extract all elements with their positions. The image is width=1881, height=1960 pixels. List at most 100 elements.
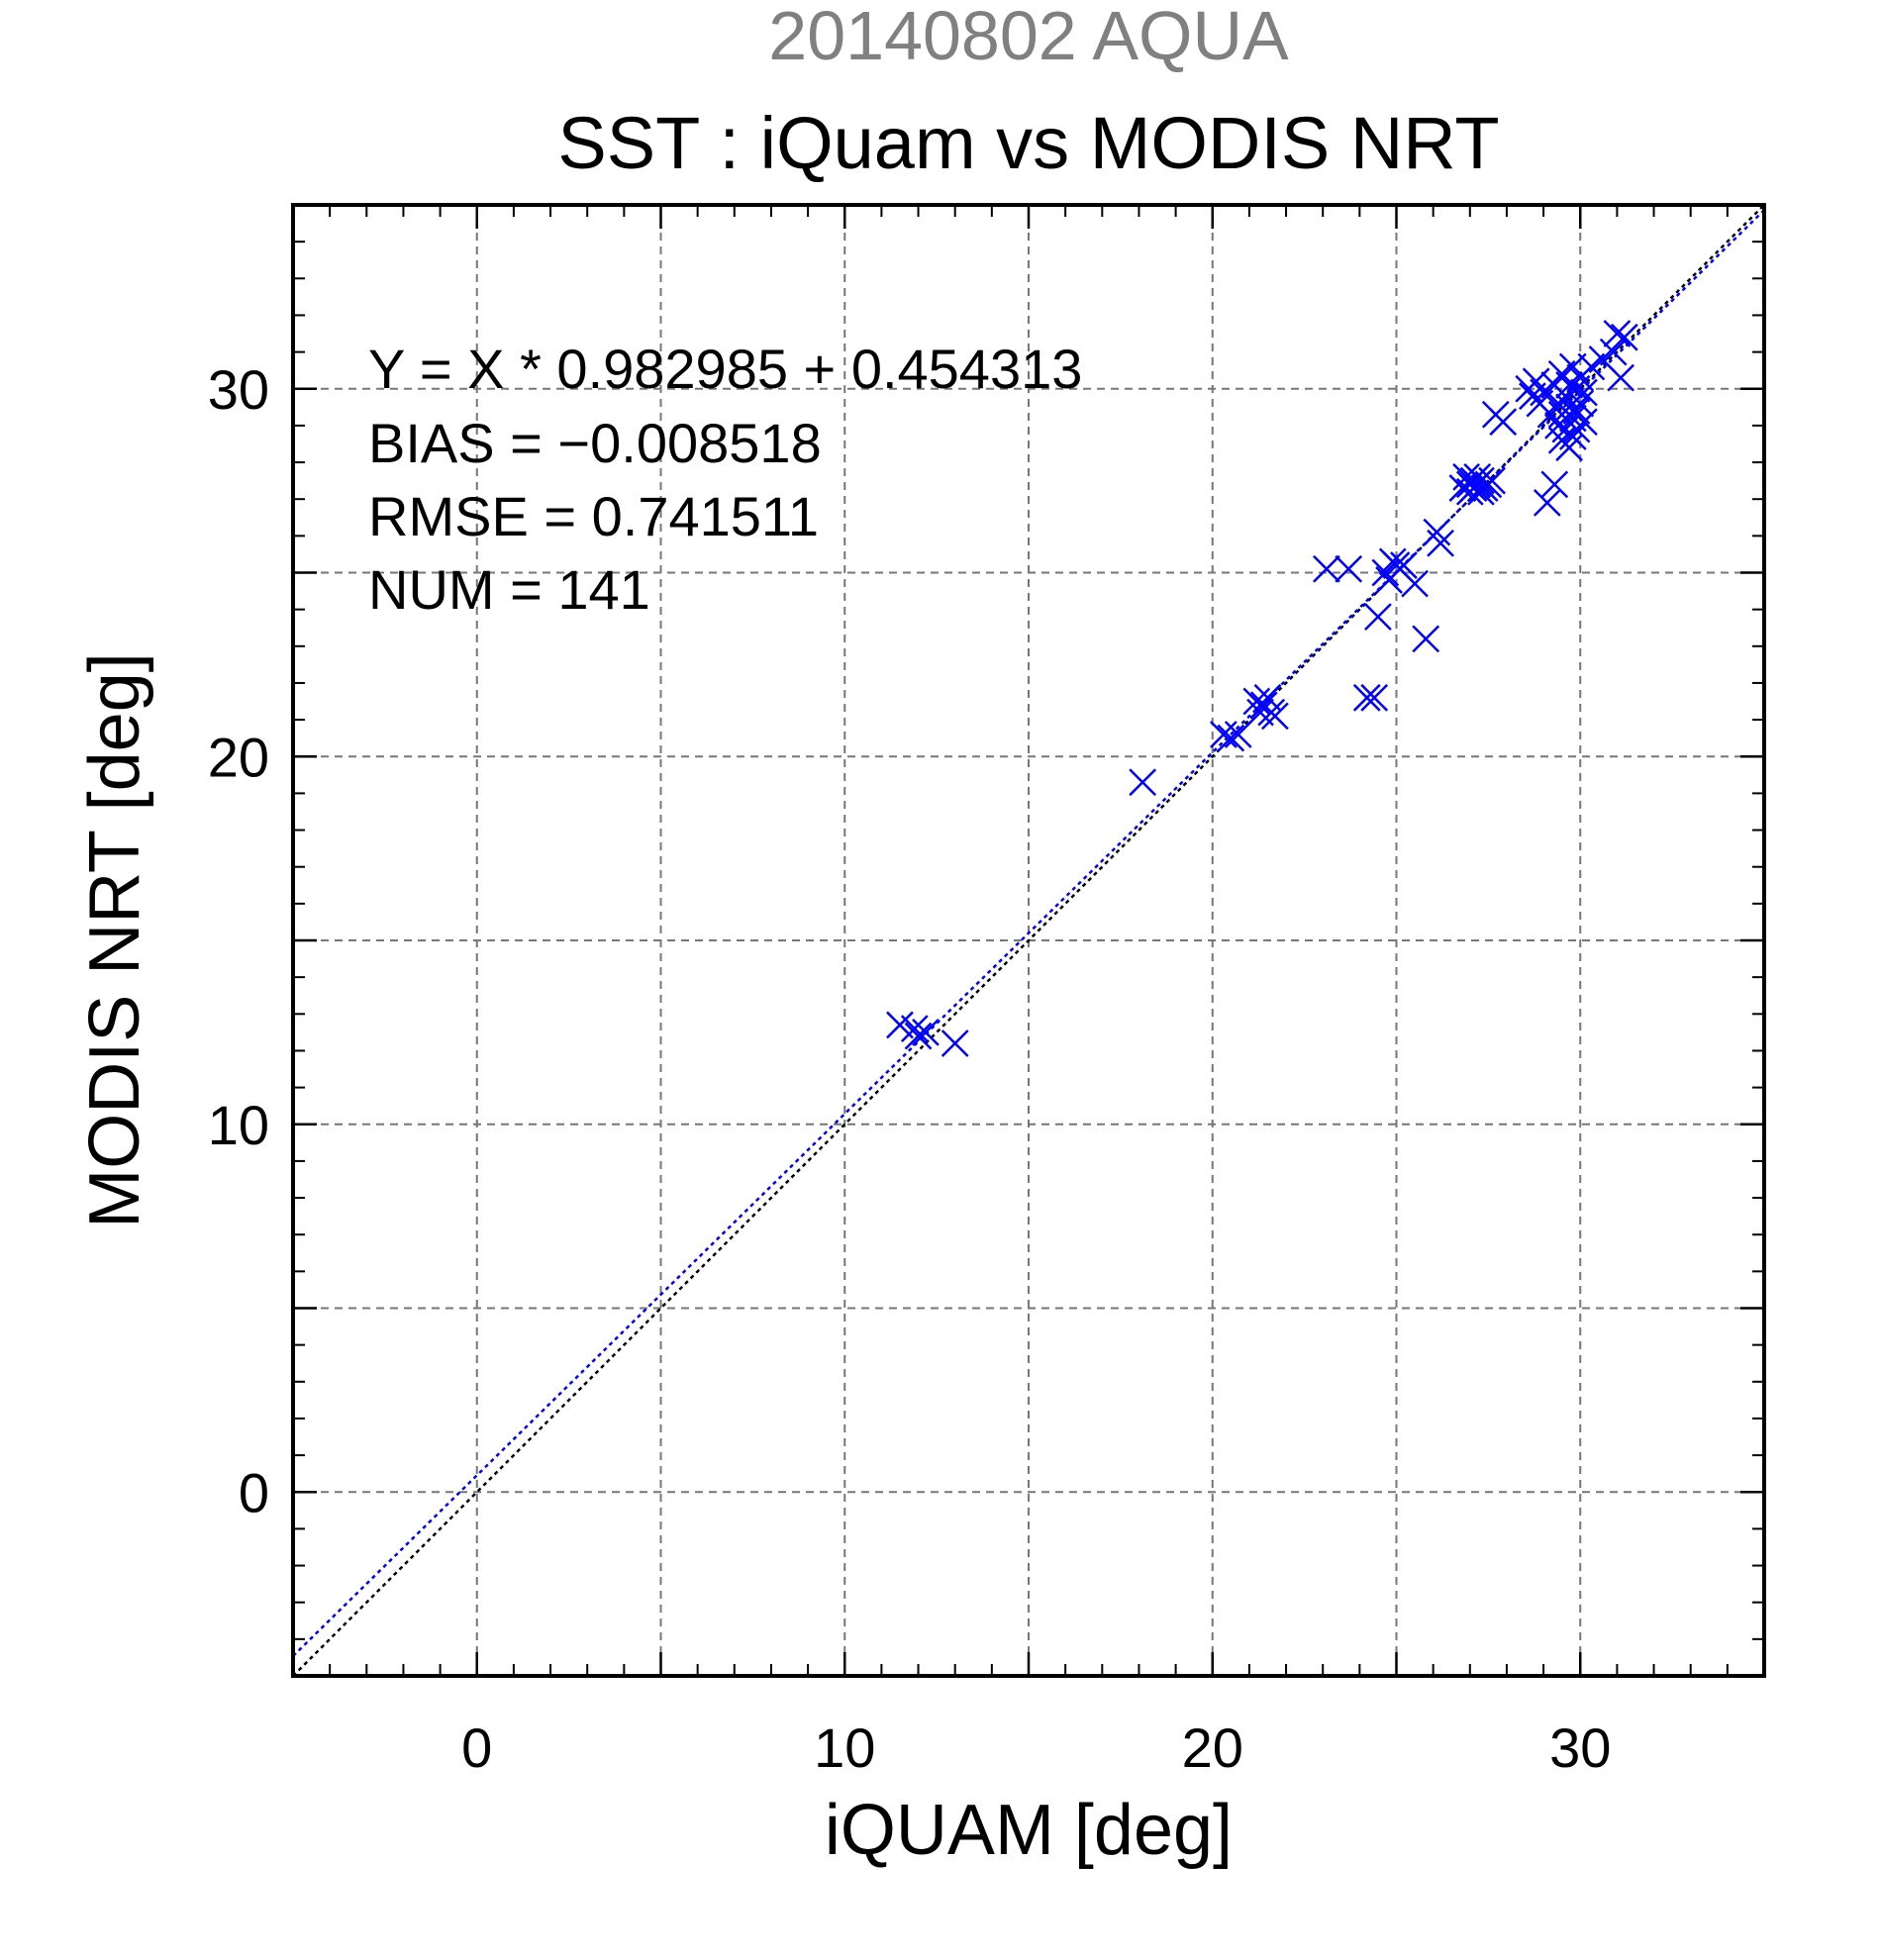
data-point-stroke <box>886 1011 914 1039</box>
data-point-stroke <box>1570 408 1598 437</box>
data-point <box>904 1022 933 1050</box>
data-point-stroke <box>1423 518 1451 546</box>
data-point-stroke <box>1467 466 1495 495</box>
data-point <box>1610 323 1638 351</box>
chart-title: SST : iQuam vs MODIS NRT <box>557 102 1499 184</box>
stats-rmse: RMSE = 0.741511 <box>368 485 819 547</box>
x-tick-label: 20 <box>1182 1716 1243 1779</box>
y-tick-label: 30 <box>208 358 269 421</box>
major-ticks <box>293 205 1764 1676</box>
data-point <box>1401 569 1429 598</box>
data-point-stroke <box>1253 683 1282 712</box>
data-point <box>1467 466 1495 495</box>
data-point-stroke <box>1401 569 1429 598</box>
data-point <box>1603 320 1632 347</box>
y-tick-label: 20 <box>208 726 269 788</box>
plot-frame <box>291 203 1766 1678</box>
data-point-stroke <box>1261 702 1289 731</box>
chart-supertitle: 20140802 AQUA <box>768 0 1289 74</box>
stats-bias: BIAS = −0.008518 <box>368 412 822 474</box>
identity-line <box>293 205 1764 1676</box>
data-point <box>1599 338 1628 366</box>
x-axis-label: iQUAM [deg] <box>825 1791 1233 1870</box>
data-point-stroke <box>1570 378 1598 407</box>
y-tick-label: 0 <box>239 1461 269 1523</box>
data-point <box>1558 423 1587 450</box>
data-point-stroke <box>1610 323 1638 351</box>
data-point-stroke <box>1540 470 1569 499</box>
data-point-stroke <box>1452 463 1480 491</box>
data-point-stroke <box>1352 683 1381 712</box>
data-point-stroke <box>1427 529 1454 557</box>
x-tick-label: 0 <box>461 1716 492 1779</box>
data-point <box>1352 683 1381 712</box>
data-point <box>1261 702 1289 731</box>
data-point-stroke <box>1478 466 1506 495</box>
data-point <box>1210 721 1238 748</box>
data-point-stroke <box>1489 408 1518 437</box>
data-point-stroke <box>940 1029 969 1057</box>
y-tick-labels: 0 10 20 30 <box>208 358 269 1524</box>
data-point-stroke <box>1129 768 1157 797</box>
data-point-stroke <box>1555 434 1583 462</box>
data-point-stroke <box>1242 687 1271 716</box>
data-point-stroke <box>1558 423 1587 450</box>
data-point <box>1489 408 1518 437</box>
data-point <box>1533 489 1561 517</box>
data-point-stroke <box>1522 367 1550 396</box>
data-point-stroke <box>904 1022 933 1050</box>
x-tick-labels: 0 10 20 30 <box>461 1716 1611 1779</box>
data-point <box>1570 408 1598 437</box>
data-point <box>1540 470 1569 499</box>
data-point <box>1478 466 1506 495</box>
data-point-stroke <box>1364 603 1392 631</box>
data-point-stroke <box>1335 554 1363 583</box>
data-point-stroke <box>912 1018 940 1046</box>
y-axis-label: MODIS NRT [deg] <box>75 652 154 1228</box>
data-point <box>1224 721 1252 748</box>
data-point <box>1390 551 1418 579</box>
data-point <box>1423 518 1451 546</box>
data-point <box>1412 625 1440 653</box>
x-tick-label: 30 <box>1549 1716 1611 1779</box>
regression-fit-line <box>293 209 1764 1657</box>
data-point-stroke <box>1412 625 1440 653</box>
data-point <box>1555 434 1583 462</box>
data-point-stroke <box>1566 389 1595 418</box>
data-point <box>1217 724 1245 752</box>
data-point-stroke <box>900 1015 929 1043</box>
data-point <box>1364 603 1392 631</box>
data-point <box>1360 683 1389 712</box>
data-point <box>1335 554 1363 583</box>
data-point <box>900 1015 929 1043</box>
data-point-stroke <box>1607 363 1634 392</box>
data-point-stroke <box>1224 721 1252 748</box>
data-point <box>1242 687 1271 716</box>
data-point-stroke <box>1313 554 1340 583</box>
data-point-stroke <box>1217 724 1245 752</box>
stats-equation: Y = X * 0.982985 + 0.454313 <box>368 338 1082 400</box>
data-point-stroke <box>1360 683 1389 712</box>
stats-num: NUM = 141 <box>368 558 650 621</box>
x-tick-label: 10 <box>814 1716 875 1779</box>
data-point-stroke <box>1246 698 1274 727</box>
data-point <box>940 1029 969 1057</box>
data-point <box>1566 389 1595 418</box>
data-point-stroke <box>1599 338 1628 366</box>
data-point <box>1427 529 1454 557</box>
data-point <box>912 1018 940 1046</box>
data-point <box>1570 378 1598 407</box>
data-point <box>1607 363 1634 392</box>
data-point <box>1129 768 1157 797</box>
data-point-stroke <box>1562 374 1591 403</box>
data-point-stroke <box>1210 721 1238 748</box>
data-point-stroke <box>1544 412 1572 440</box>
y-tick-label: 10 <box>208 1094 269 1156</box>
data-point <box>1313 554 1340 583</box>
data-point-stroke <box>1603 320 1632 347</box>
data-point-stroke <box>1533 489 1561 517</box>
data-point-stroke <box>1390 551 1418 579</box>
data-points <box>886 320 1638 1057</box>
